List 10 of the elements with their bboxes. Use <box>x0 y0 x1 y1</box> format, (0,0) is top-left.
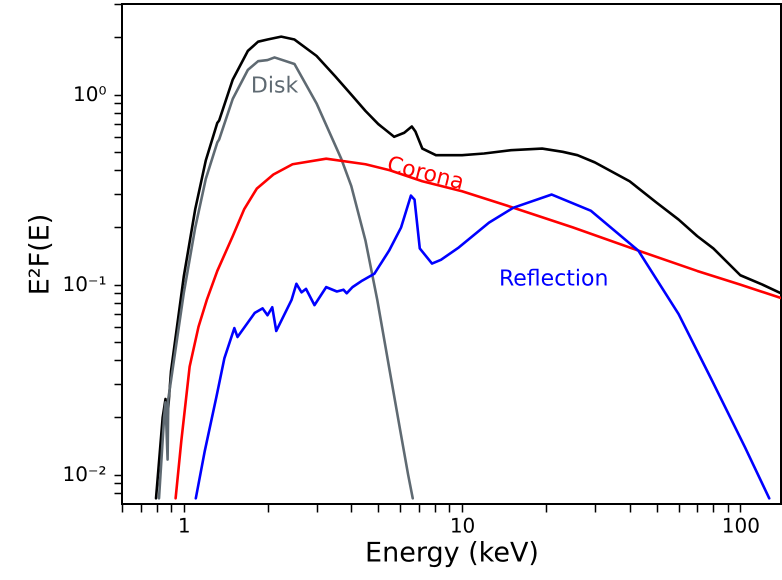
x-tick-label: 10 <box>450 514 476 538</box>
series-label: Disk <box>250 73 298 98</box>
x-tick-label: 1 <box>178 514 191 538</box>
y-tick-label: 10⁰ <box>73 82 106 106</box>
x-tick-label: 100 <box>722 514 760 538</box>
y-tick-label: 10⁻¹ <box>62 272 106 296</box>
y-tick-label: 10⁻² <box>62 462 106 486</box>
x-axis-title: Energy (keV) <box>365 538 539 568</box>
series-label: Reflection <box>498 266 608 292</box>
y-axis-title: E²F(E) <box>24 214 56 296</box>
